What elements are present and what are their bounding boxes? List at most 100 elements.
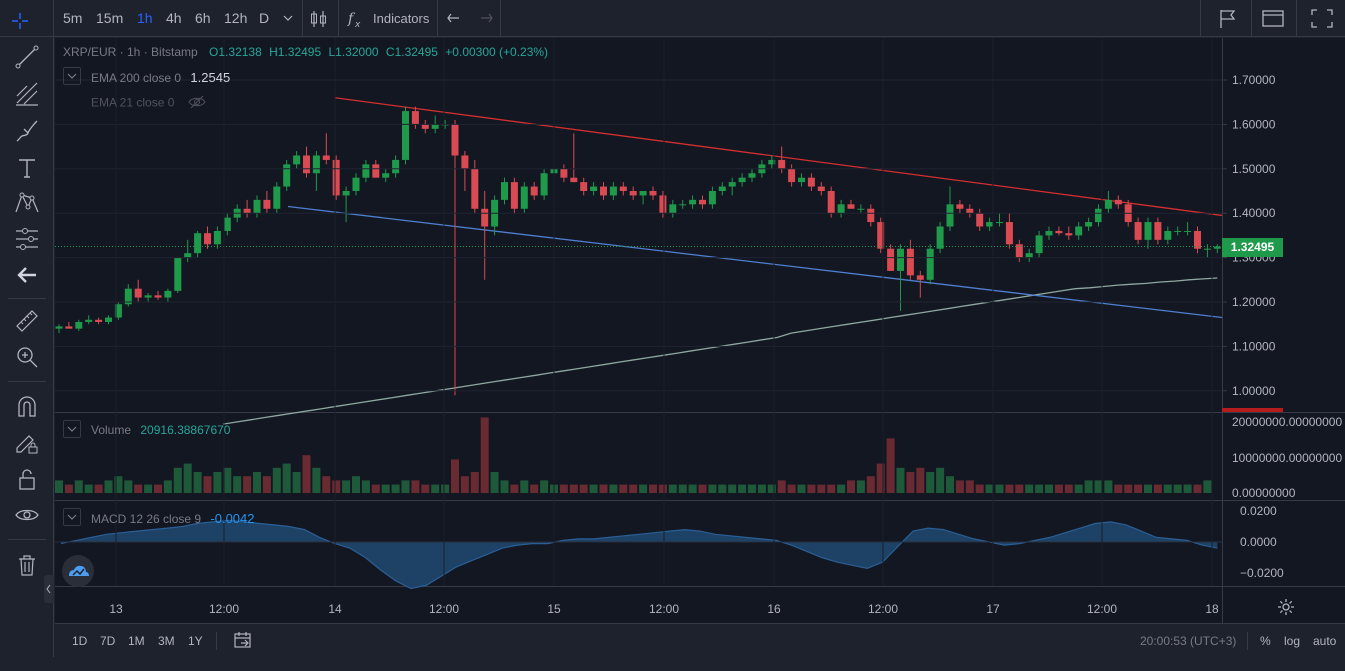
percent-toggle[interactable]: %	[1260, 634, 1271, 648]
volume-bar	[777, 480, 786, 493]
volume-bar	[1084, 480, 1093, 493]
indicators-button[interactable]: Indicators	[373, 11, 430, 26]
price-tick-label: 1.60000	[1232, 117, 1276, 131]
draw-lock-icon[interactable]	[14, 430, 40, 456]
ruler-icon[interactable]	[14, 308, 40, 334]
candle-body	[906, 248, 914, 276]
chevron-down-icon[interactable]	[283, 0, 295, 37]
volume-bar	[955, 480, 964, 493]
volume-bar	[451, 459, 459, 493]
candle-body	[164, 290, 172, 298]
candle-body	[738, 177, 746, 183]
volume-bar	[401, 480, 410, 493]
interval-4h[interactable]: 4h	[166, 10, 182, 26]
auto-toggle[interactable]: auto	[1313, 634, 1337, 648]
candle-body	[213, 230, 221, 245]
candle-body	[55, 326, 63, 329]
range-7d[interactable]: 7D	[100, 634, 116, 648]
redo-icon[interactable]	[475, 0, 493, 37]
ema21-legend[interactable]: EMA 21 close 0	[91, 95, 206, 112]
candle-body	[263, 199, 271, 209]
fib-tool-icon[interactable]	[14, 81, 40, 107]
interval-12h[interactable]: 12h	[224, 10, 248, 26]
clock-display[interactable]: 20:00:53 (UTC+3)	[1140, 634, 1237, 648]
chart-area[interactable]: 1.70000 1.60000 1.50000 1.40000 1.30000 1.200…	[55, 38, 1345, 623]
volume-bar	[837, 484, 846, 493]
volume-bar	[748, 484, 756, 493]
volume-bar	[262, 476, 271, 493]
interval-15m[interactable]: 15m	[96, 10, 124, 26]
zoom-in-icon[interactable]	[14, 344, 40, 370]
interval-1h[interactable]: 1h	[137, 10, 153, 26]
candle-body	[1095, 208, 1102, 223]
unlock-icon[interactable]	[14, 466, 40, 492]
candle-body	[223, 217, 231, 231]
candles-style-icon[interactable]	[309, 0, 329, 37]
range-1d[interactable]: 1D	[72, 634, 88, 648]
volume-bar	[124, 480, 133, 493]
collapse-toolbar-handle[interactable]	[44, 575, 54, 603]
macd-collapse-button[interactable]	[63, 508, 81, 526]
time-tick-label: 12:00	[1087, 602, 1117, 616]
candle-body	[560, 168, 568, 178]
candle-body	[788, 168, 796, 183]
tradingview-logo[interactable]	[62, 555, 94, 587]
ema200-legend[interactable]: EMA 200 close 0 1.2545	[91, 70, 230, 85]
fullscreen-icon[interactable]	[1311, 0, 1333, 37]
volume-bar	[936, 467, 945, 493]
volume-bar	[163, 480, 172, 493]
interval-d[interactable]: D	[259, 10, 270, 26]
flag-icon[interactable]	[1218, 0, 1238, 37]
volume-bar	[371, 484, 380, 493]
settings-gear-icon[interactable]	[1277, 598, 1295, 616]
eye-icon[interactable]	[14, 502, 40, 528]
volume-legend[interactable]: Volume 20916.38867670	[91, 423, 230, 437]
volume-label: Volume	[91, 423, 132, 437]
volume-bar	[361, 480, 370, 493]
ohlc-change: +0.00300 (+0.23%)	[445, 45, 549, 59]
candle-body	[590, 186, 598, 191]
undo-icon[interactable]	[447, 0, 465, 37]
brush-icon[interactable]	[14, 118, 40, 144]
chart-canvas[interactable]: 1.700001.600001.500001.400001.300001.200…	[55, 38, 1345, 623]
candle-body	[728, 182, 736, 187]
volume-bar	[490, 472, 499, 493]
text-icon[interactable]	[14, 155, 40, 181]
magnet-icon[interactable]	[14, 394, 40, 420]
volume-bar	[847, 480, 855, 493]
candle-body	[382, 173, 390, 178]
interval-5m[interactable]: 5m	[63, 10, 83, 26]
log-toggle[interactable]: log	[1284, 634, 1301, 648]
layout-icon[interactable]	[1262, 0, 1284, 37]
time-tick-label: 17	[986, 602, 1000, 616]
goto-date-icon[interactable]	[233, 624, 253, 658]
trend-line-icon[interactable]	[14, 44, 40, 70]
candle-body	[867, 208, 875, 223]
arrow-left-icon[interactable]	[14, 262, 40, 288]
candle-body	[105, 317, 112, 322]
range-1y[interactable]: 1Y	[188, 634, 203, 648]
range-1m[interactable]: 1M	[128, 634, 145, 648]
macd-legend[interactable]: MACD 12 26 close 9 -0.0042	[91, 511, 255, 526]
volume-bar	[926, 472, 935, 493]
volume-bar	[441, 484, 450, 493]
volume-collapse-button[interactable]	[63, 420, 81, 438]
hidden-eye-icon[interactable]	[188, 95, 206, 112]
pattern-icon[interactable]	[14, 190, 40, 216]
candle-body	[253, 199, 261, 214]
candle-body	[639, 191, 647, 196]
legend-collapse-button[interactable]	[63, 67, 81, 85]
trash-icon[interactable]	[14, 552, 40, 578]
drawing-toolbar	[0, 37, 54, 657]
prediction-icon[interactable]	[14, 226, 40, 252]
volume-bar	[480, 417, 489, 493]
candle-body	[243, 208, 251, 214]
crosshair-icon[interactable]	[8, 8, 32, 29]
volume-bar	[1144, 484, 1152, 493]
range-3m[interactable]: 3M	[158, 634, 175, 648]
interval-6h[interactable]: 6h	[195, 10, 211, 26]
volume-bar	[639, 484, 648, 493]
candle-body	[501, 182, 508, 200]
candle-body	[1203, 248, 1211, 250]
